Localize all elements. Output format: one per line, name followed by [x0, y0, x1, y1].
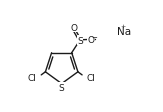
Text: Cl: Cl [28, 74, 37, 83]
Text: S: S [59, 83, 65, 92]
Text: Na: Na [117, 27, 131, 37]
Text: S: S [77, 36, 83, 45]
Text: +: + [120, 24, 126, 29]
Text: Cl: Cl [87, 74, 96, 83]
Text: O: O [88, 36, 95, 45]
Text: −: − [92, 35, 97, 41]
Text: O: O [70, 24, 77, 33]
